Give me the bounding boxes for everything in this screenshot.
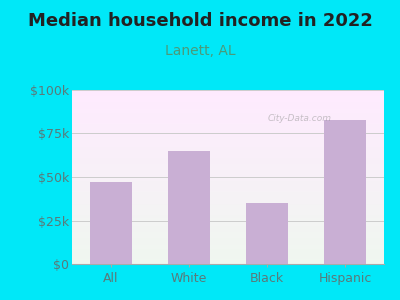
- Text: Median household income in 2022: Median household income in 2022: [28, 12, 372, 30]
- Bar: [90, 182, 132, 264]
- Text: Lanett, AL: Lanett, AL: [165, 44, 235, 58]
- Bar: [168, 151, 210, 264]
- Text: City-Data.com: City-Data.com: [268, 114, 332, 123]
- Bar: [324, 120, 366, 264]
- Bar: [246, 203, 288, 264]
